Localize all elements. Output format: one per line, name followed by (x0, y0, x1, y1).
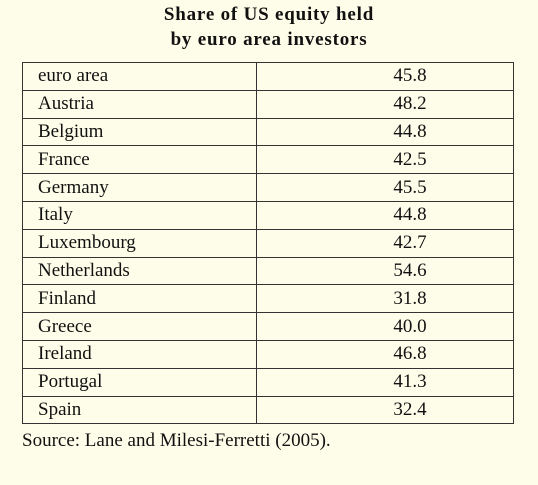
country-cell: Netherlands (21, 256, 258, 286)
source-note: Source: Lane and Milesi-Ferretti (2005). (22, 430, 331, 451)
table-row: France 42.5 (21, 145, 514, 175)
value-cell: 46.8 (256, 339, 514, 369)
country-cell: Greece (21, 312, 258, 341)
table-row: Netherlands 54.6 (21, 256, 514, 286)
country-cell: Austria (21, 89, 258, 119)
table-row: Italy 44.8 (21, 200, 514, 230)
country-cell: Germany (21, 173, 258, 202)
table-row: euro area 45.8 (21, 62, 514, 91)
table-row: Spain 32.4 (21, 395, 514, 425)
table-row: Greece 40.0 (21, 312, 514, 341)
table-row: Ireland 46.8 (21, 339, 514, 369)
table-body: euro area 45.8 Austria 48.2 Belgium 44.8… (21, 62, 514, 425)
country-cell: Ireland (21, 339, 258, 369)
value-cell: 45.5 (256, 173, 514, 202)
country-cell: Italy (21, 200, 258, 230)
table-row: Portugal 41.3 (21, 367, 514, 397)
table-row: Luxembourg 42.7 (21, 228, 514, 258)
value-cell: 41.3 (256, 367, 514, 397)
country-cell: France (21, 145, 258, 175)
country-cell: Portugal (21, 367, 258, 397)
title-line-1: Share of US equity held (163, 4, 375, 25)
value-cell: 31.8 (256, 284, 514, 314)
table-row: Austria 48.2 (21, 89, 514, 119)
value-cell: 42.5 (256, 145, 514, 175)
country-cell: Finland (21, 284, 258, 314)
value-cell: 44.8 (256, 117, 514, 147)
country-cell: Spain (21, 395, 258, 425)
value-cell: 32.4 (256, 395, 514, 425)
table-row: Germany 45.5 (21, 173, 514, 202)
value-cell: 48.2 (256, 89, 514, 119)
table-row: Finland 31.8 (21, 284, 514, 314)
value-cell: 54.6 (256, 256, 514, 286)
country-cell: Luxembourg (21, 228, 258, 258)
value-cell: 44.8 (256, 200, 514, 230)
table-row: Belgium 44.8 (21, 117, 514, 147)
value-cell: 40.0 (256, 312, 514, 341)
title-line-2: by euro area investors (170, 29, 368, 50)
equity-share-table: euro area 45.8 Austria 48.2 Belgium 44.8… (21, 62, 514, 425)
value-cell: 42.7 (256, 228, 514, 258)
country-cell: euro area (21, 62, 258, 91)
table-title: Share of US equity held by euro area inv… (0, 2, 538, 52)
country-cell: Belgium (21, 117, 258, 147)
value-cell: 45.8 (256, 62, 514, 91)
